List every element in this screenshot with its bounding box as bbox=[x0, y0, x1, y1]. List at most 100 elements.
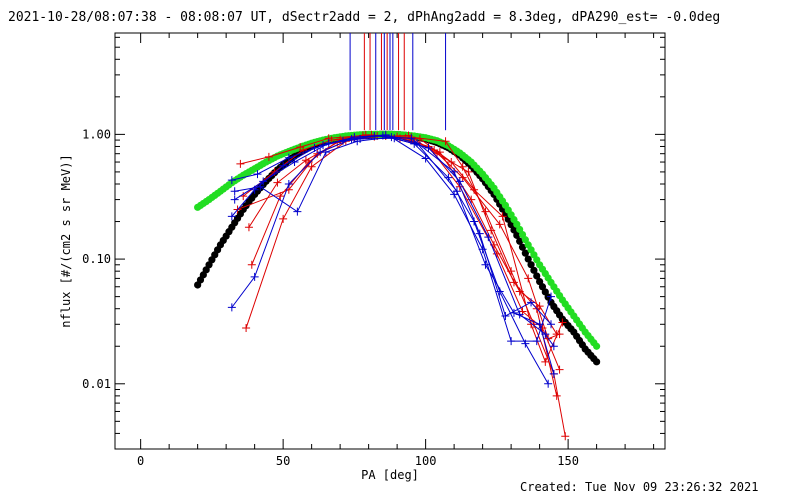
data-point bbox=[227, 303, 236, 312]
data-point-fill bbox=[521, 249, 529, 257]
series-line bbox=[234, 137, 555, 347]
data-point-fill bbox=[202, 266, 210, 274]
data-point-fill bbox=[578, 341, 586, 349]
data-point bbox=[421, 154, 430, 163]
data-point bbox=[450, 167, 459, 176]
data-point bbox=[535, 320, 544, 329]
data-point bbox=[279, 161, 288, 170]
data-point bbox=[547, 320, 556, 329]
series-11 bbox=[230, 134, 558, 351]
data-point bbox=[242, 324, 251, 333]
data-point bbox=[310, 143, 319, 152]
series-2 bbox=[242, 132, 570, 441]
x-tick-label: 0 bbox=[137, 454, 144, 468]
data-point bbox=[527, 320, 536, 329]
series-line bbox=[242, 134, 560, 340]
data-point bbox=[293, 207, 302, 216]
series-line bbox=[251, 134, 558, 396]
data-point-fill bbox=[476, 167, 484, 175]
data-point bbox=[513, 231, 521, 239]
data-point bbox=[250, 185, 259, 194]
data-point bbox=[236, 159, 245, 168]
series-layer bbox=[194, 130, 601, 441]
data-point bbox=[415, 134, 424, 143]
x-axis: 0 50 100 150 bbox=[137, 33, 655, 468]
data-point bbox=[495, 220, 504, 229]
data-point bbox=[370, 132, 379, 141]
data-point-fill bbox=[248, 194, 256, 202]
data-point-fill bbox=[521, 236, 529, 244]
data-point bbox=[558, 318, 567, 327]
data-point bbox=[273, 178, 282, 187]
data-point-fill bbox=[567, 308, 575, 316]
data-point bbox=[284, 180, 293, 189]
data-point-fill bbox=[510, 215, 518, 224]
data-point-fill bbox=[225, 228, 233, 236]
data-point-fill bbox=[590, 355, 598, 363]
series-line bbox=[248, 134, 558, 335]
data-point bbox=[230, 187, 239, 196]
series-line bbox=[237, 135, 563, 364]
data-point-fill bbox=[544, 274, 552, 282]
y-tick-label: 0.01 bbox=[82, 377, 111, 391]
data-point bbox=[509, 278, 518, 287]
data-point bbox=[250, 272, 259, 281]
data-point bbox=[253, 170, 262, 179]
data-point-fill bbox=[213, 246, 222, 254]
data-point-fill bbox=[555, 291, 564, 300]
data-point bbox=[498, 212, 507, 221]
data-point bbox=[527, 298, 536, 307]
data-point bbox=[227, 176, 236, 185]
y-axis: 0.01 0.10 1.00 bbox=[82, 36, 665, 450]
data-point bbox=[481, 260, 490, 269]
data-point-fill bbox=[518, 243, 527, 251]
data-point-fill bbox=[555, 311, 564, 319]
data-point bbox=[338, 136, 347, 145]
data-point bbox=[547, 292, 556, 301]
data-point bbox=[259, 177, 268, 186]
y-axis-label: nflux [#/(cm2 s sr MeV)] bbox=[59, 154, 73, 327]
data-point bbox=[481, 207, 490, 216]
data-point bbox=[561, 432, 570, 441]
data-point bbox=[447, 158, 456, 167]
data-point bbox=[470, 185, 479, 194]
data-point-fill bbox=[464, 156, 472, 164]
series-line bbox=[231, 135, 552, 325]
data-point-fill bbox=[567, 325, 575, 333]
data-point bbox=[390, 134, 399, 143]
data-point bbox=[247, 260, 256, 269]
data-point-fill bbox=[202, 197, 210, 206]
data-point-fill bbox=[516, 237, 524, 245]
vertical-markers bbox=[349, 33, 447, 131]
data-point bbox=[321, 148, 330, 157]
data-point-fill bbox=[453, 147, 461, 155]
data-point bbox=[455, 177, 464, 186]
data-point-fill bbox=[590, 339, 598, 347]
data-point bbox=[532, 337, 541, 346]
series-line bbox=[234, 136, 552, 342]
created-timestamp: Created: Tue Nov 09 23:26:32 2021 bbox=[520, 480, 759, 494]
data-point-fill bbox=[259, 160, 267, 168]
x-tick-label: 150 bbox=[557, 454, 579, 468]
data-point-fill bbox=[578, 324, 586, 332]
series-9 bbox=[230, 133, 556, 346]
data-point bbox=[507, 337, 516, 346]
data-point-fill bbox=[530, 266, 538, 274]
series-5 bbox=[247, 131, 561, 400]
data-point-fill bbox=[213, 189, 222, 197]
data-point-fill bbox=[527, 261, 535, 269]
chart-title: 2021-10-28/08:07:38 - 08:08:07 UT, dSect… bbox=[8, 10, 721, 25]
data-point-fill bbox=[498, 197, 507, 205]
data-point bbox=[452, 187, 461, 196]
data-point bbox=[424, 143, 433, 152]
y-tick-label: 0.10 bbox=[82, 252, 111, 266]
data-point bbox=[230, 195, 239, 204]
series-1 bbox=[194, 130, 601, 350]
data-point bbox=[264, 152, 273, 161]
series-line bbox=[240, 134, 561, 370]
data-point bbox=[549, 369, 558, 378]
data-point bbox=[381, 130, 390, 139]
data-point bbox=[244, 223, 253, 232]
data-point bbox=[555, 365, 564, 374]
